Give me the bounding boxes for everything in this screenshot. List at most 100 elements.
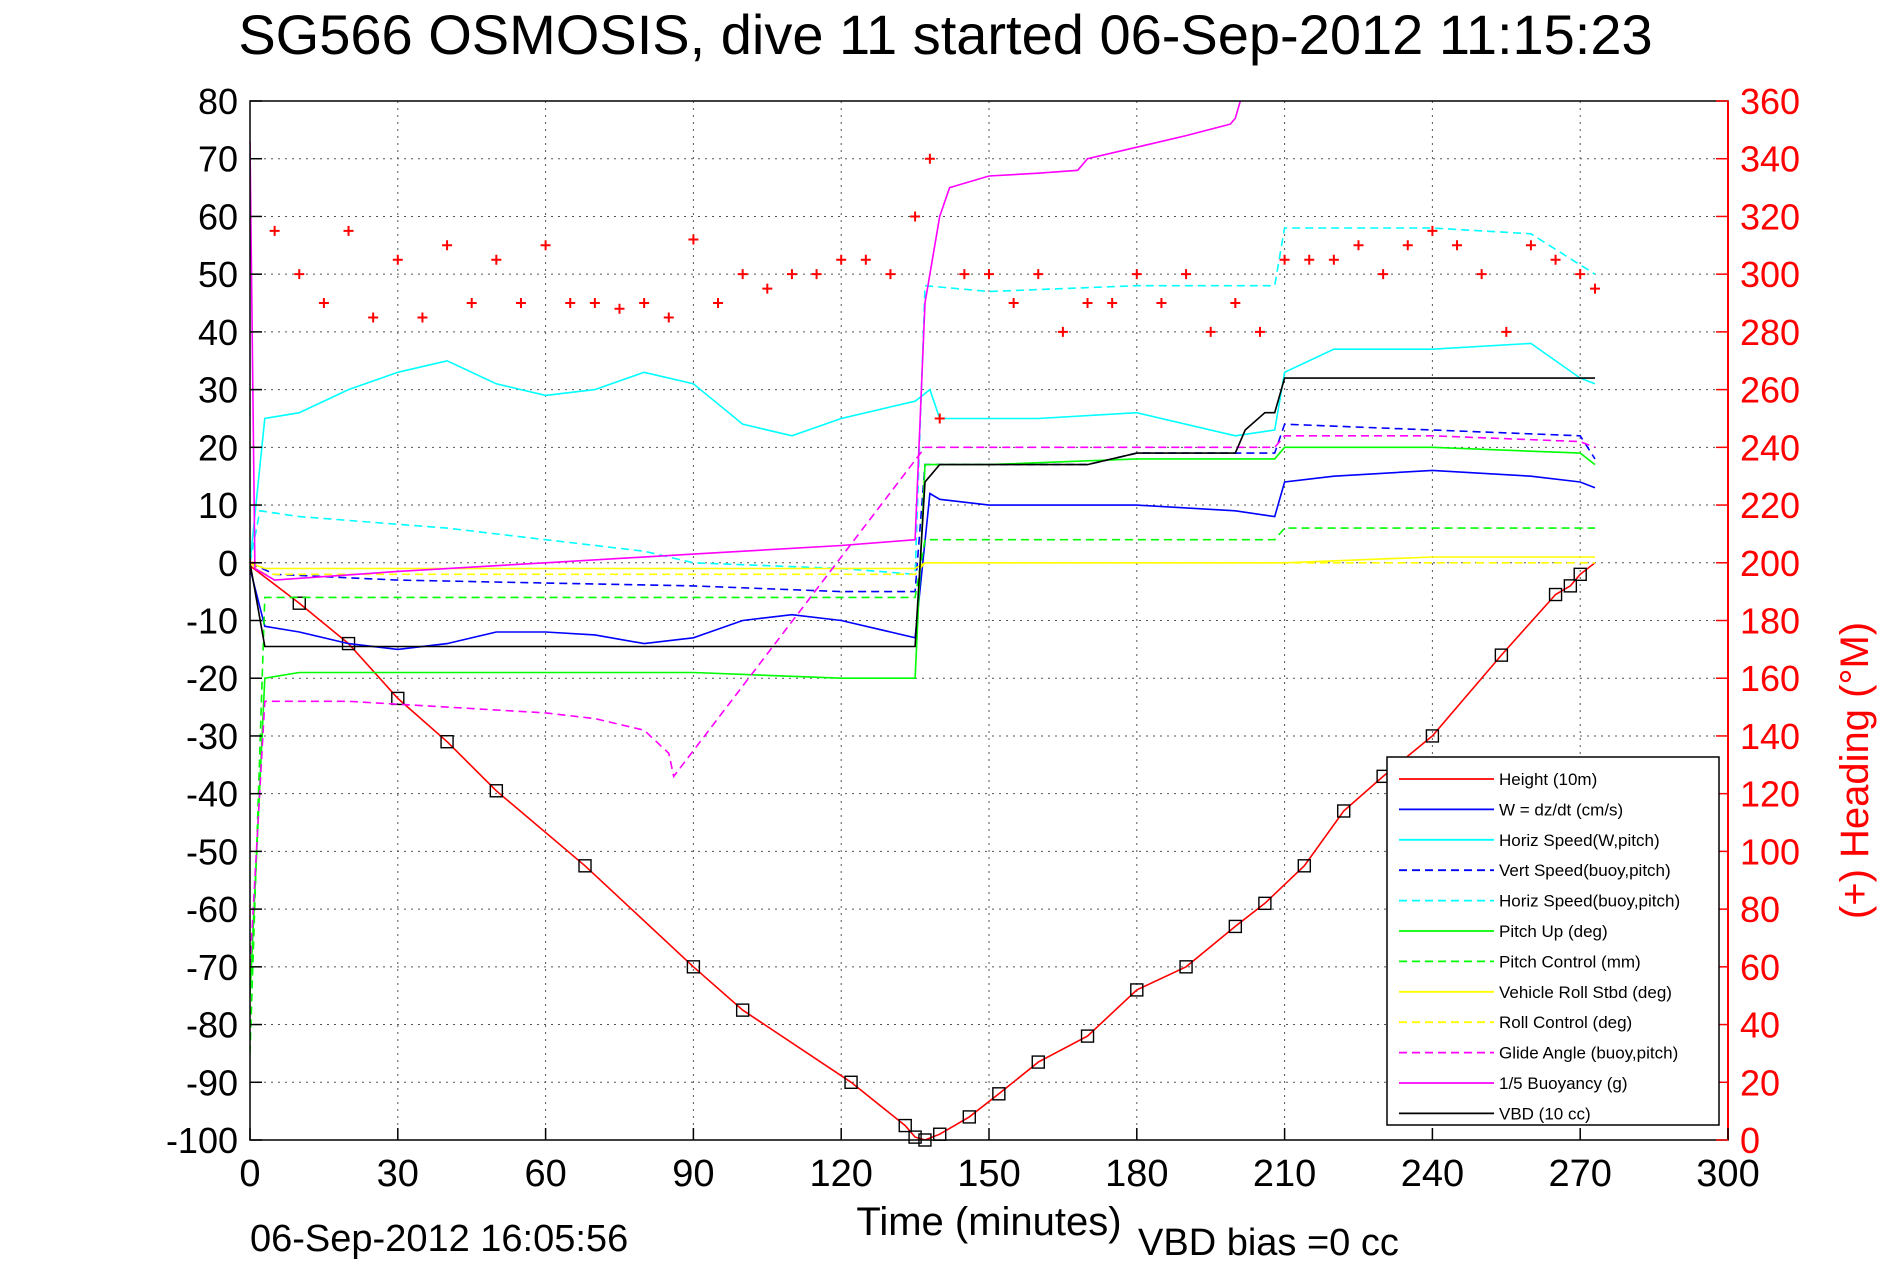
heading-marker [1550, 254, 1561, 265]
y-tick-label: 30 [198, 370, 238, 411]
y-right-tick-label: 0 [1740, 1120, 1760, 1161]
heading-marker [1254, 326, 1265, 337]
y-right-axis-label: (+) Heading (°M) [1833, 622, 1877, 919]
heading-marker [540, 240, 551, 251]
heading-marker [1452, 240, 1463, 251]
y-tick-label: -100 [166, 1120, 238, 1161]
y-right-tick-label: 340 [1740, 139, 1800, 180]
depth-sample-marker [1494, 648, 1509, 662]
series-line-glide-angle-buoy-pitch [250, 435, 1596, 967]
y-right-tick-label: 360 [1740, 81, 1800, 122]
y-right-tick-label: 100 [1740, 831, 1800, 872]
y-tick-label: -50 [186, 831, 238, 872]
heading-marker [1205, 326, 1216, 337]
series-line-pitch-control-mm [250, 527, 1595, 1054]
heading-marker [959, 269, 970, 280]
heading-marker [491, 254, 502, 265]
heading-marker [392, 254, 403, 265]
heading-marker [1181, 269, 1192, 280]
legend-label: Vehicle Roll Stbd (deg) [1499, 983, 1672, 1002]
legend-label: W = dz/dt (cm/s) [1499, 800, 1623, 819]
y-tick-label: -90 [186, 1062, 238, 1103]
x-tick-label: 240 [1401, 1153, 1464, 1195]
heading-marker [417, 312, 428, 323]
y-tick-label: 50 [198, 254, 238, 295]
heading-marker [663, 312, 674, 323]
heading-marker [294, 269, 305, 280]
heading-marker [1328, 254, 1339, 265]
heading-marker [1501, 326, 1512, 337]
heading-marker [737, 269, 748, 280]
heading-marker [1304, 254, 1315, 265]
heading-marker [589, 298, 600, 309]
depth-sample-marker [1573, 567, 1587, 582]
y-right-tick-label: 60 [1740, 947, 1780, 988]
heading-marker [614, 303, 625, 314]
y-right-tick-label: 160 [1740, 658, 1800, 699]
y-tick-label: 80 [198, 81, 238, 122]
depth-sample-marker [292, 596, 306, 610]
depth-sample-marker [1179, 960, 1193, 974]
footer-timestamp: 06-Sep-2012 16:05:56 [250, 1218, 629, 1260]
legend-label: Glide Angle (buoy,pitch) [1499, 1044, 1678, 1063]
heading-marker [811, 269, 822, 280]
depth-sample-marker [1080, 1029, 1095, 1043]
y-tick-label: 0 [218, 543, 238, 584]
depth-sample-marker [898, 1118, 912, 1133]
heading-marker [1378, 269, 1389, 280]
depth-sample-marker [1031, 1055, 1045, 1069]
heading-marker [1230, 298, 1241, 309]
legend-label: Vert Speed(buoy,pitch) [1499, 861, 1671, 880]
heading-marker [836, 254, 847, 265]
y-right-tick-label: 80 [1740, 889, 1780, 930]
y-right-tick-label: 20 [1740, 1062, 1780, 1103]
y-tick-label: -80 [186, 1005, 238, 1046]
x-tick-label: 30 [377, 1153, 419, 1195]
depth-sample-marker [440, 735, 454, 749]
y-right-tick-label: 120 [1740, 774, 1800, 815]
depth-sample-marker [1258, 896, 1272, 911]
chart-title: SG566 OSMOSIS, dive 11 started 06-Sep-20… [238, 3, 1653, 66]
legend-box [1386, 756, 1720, 1126]
x-tick-label: 0 [239, 1153, 260, 1195]
y-right-tick-label: 40 [1740, 1005, 1780, 1046]
depth-sample-marker [1130, 983, 1144, 997]
legend-label: Roll Control (deg) [1499, 1013, 1632, 1032]
y-tick-label: 40 [198, 312, 238, 353]
series-line-roll-control-deg [250, 562, 1595, 576]
y-right-tick-label: 140 [1740, 716, 1800, 757]
heading-marker [984, 269, 994, 280]
x-tick-label: 180 [1105, 1153, 1168, 1195]
legend-label: 1/5 Buoyancy (g) [1499, 1074, 1628, 1093]
heading-marker [1279, 254, 1290, 265]
depth-sample-marker [1548, 587, 1563, 602]
depth-sample-marker [844, 1075, 858, 1089]
heading-marker [1156, 298, 1167, 309]
series-line-height-10m [250, 562, 1596, 1140]
legend-label: Pitch Up (deg) [1499, 922, 1608, 941]
series-line-w-dz-dt-cm-s [250, 469, 1596, 651]
legend-label: Horiz Speed(W,pitch) [1499, 831, 1660, 850]
depth-sample-marker [962, 1110, 976, 1124]
heading-marker [1476, 269, 1487, 280]
y-tick-label: 10 [198, 485, 238, 526]
series-line-vehicle-roll-stbd-deg [250, 556, 1595, 570]
y-tick-label: 60 [198, 196, 238, 237]
depth-sample-marker [992, 1087, 1006, 1101]
heading-marker [1427, 225, 1438, 236]
x-axis-label: Time (minutes) [856, 1200, 1121, 1244]
heading-marker [318, 298, 329, 309]
heading-marker [1033, 269, 1044, 280]
series-line-horiz-speed-buoy-pitch [250, 227, 1596, 576]
legend-label: Horiz Speed(buoy,pitch) [1499, 892, 1680, 911]
heading-marker [762, 283, 773, 294]
y-right-tick-label: 240 [1740, 427, 1800, 468]
y-right-tick-label: 220 [1740, 485, 1800, 526]
heading-marker [786, 269, 797, 280]
heading-marker [924, 153, 935, 164]
y-tick-label: -60 [186, 889, 238, 930]
y-tick-label: -30 [186, 716, 238, 757]
heading-marker [639, 298, 650, 309]
depth-sample-marker [1563, 579, 1578, 593]
series-heading [250, 153, 1600, 568]
